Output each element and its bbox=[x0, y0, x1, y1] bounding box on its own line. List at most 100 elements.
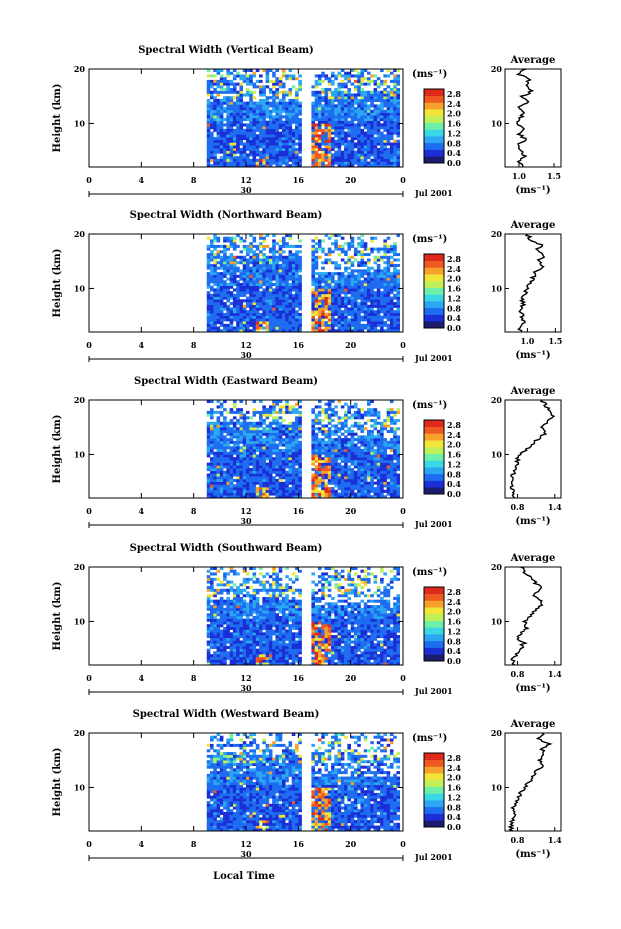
heatmap-cell bbox=[337, 120, 342, 124]
heatmap-cell bbox=[252, 101, 257, 105]
heatmap-cell bbox=[252, 112, 257, 116]
heatmap-cell bbox=[360, 107, 365, 111]
heatmap-cell bbox=[295, 255, 299, 259]
heatmap-cell bbox=[334, 120, 338, 124]
heatmap-cell bbox=[278, 123, 283, 127]
heatmap-cell bbox=[275, 291, 280, 295]
heatmap-cell bbox=[216, 109, 221, 113]
heatmap-cell bbox=[268, 293, 273, 297]
heatmap-cell bbox=[373, 112, 378, 116]
heatmap-cell bbox=[334, 413, 338, 417]
heatmap-cell bbox=[275, 489, 280, 493]
heatmap-cell bbox=[229, 283, 234, 287]
heatmap-cell bbox=[265, 145, 270, 149]
heatmap-cell bbox=[386, 120, 391, 124]
heatmap-cell bbox=[321, 307, 325, 311]
heatmap-cell bbox=[268, 410, 273, 414]
heatmap-cell bbox=[252, 263, 257, 267]
heatmap-cell bbox=[239, 326, 244, 330]
heatmap-cell bbox=[226, 90, 230, 94]
heatmap-cell bbox=[344, 321, 348, 325]
heatmap-cell bbox=[386, 408, 391, 412]
heatmap-cell bbox=[255, 495, 260, 499]
heatmap-cell bbox=[236, 283, 240, 287]
heatmap-cell bbox=[380, 158, 384, 162]
heatmap-cell bbox=[275, 481, 280, 485]
heatmap-cell bbox=[334, 142, 338, 146]
heatmap-cell bbox=[370, 457, 374, 461]
heatmap-cell bbox=[246, 449, 250, 453]
heatmap-cell bbox=[386, 115, 391, 119]
heatmap-cell bbox=[229, 266, 234, 270]
heatmap-cell bbox=[321, 429, 325, 433]
heatmap-cell bbox=[311, 462, 315, 466]
heatmap-cell bbox=[363, 487, 368, 491]
heatmap-cell bbox=[210, 242, 214, 246]
heatmap-cell bbox=[213, 421, 217, 425]
heatmap-cell bbox=[347, 440, 351, 444]
heatmap-cell bbox=[334, 451, 338, 455]
heatmap-cell bbox=[275, 424, 280, 428]
heatmap-cell bbox=[331, 109, 335, 113]
heatmap-cell bbox=[213, 312, 217, 316]
heatmap-cell bbox=[298, 462, 302, 466]
heatmap-cell bbox=[370, 443, 374, 447]
heatmap-cell bbox=[376, 310, 381, 314]
heatmap-cell bbox=[278, 476, 283, 480]
heatmap-cell bbox=[272, 255, 276, 259]
heatmap-cell bbox=[206, 473, 211, 477]
heatmap-cell bbox=[298, 266, 302, 270]
heatmap-cell bbox=[239, 449, 244, 453]
heatmap-cell bbox=[337, 107, 342, 111]
heatmap-cell bbox=[232, 440, 237, 444]
heatmap-cell bbox=[285, 274, 289, 278]
heatmap-cell bbox=[376, 98, 381, 102]
heatmap-cell bbox=[389, 291, 394, 295]
heatmap-cell bbox=[213, 451, 217, 455]
heatmap-cell bbox=[246, 429, 250, 433]
heatmap-cell bbox=[298, 484, 302, 488]
heatmap-cell bbox=[321, 280, 325, 284]
heatmap-cell bbox=[213, 90, 217, 94]
heatmap-cell bbox=[259, 272, 263, 276]
heatmap-cell bbox=[236, 321, 240, 325]
heatmap-cell bbox=[278, 432, 283, 436]
heatmap-cell bbox=[334, 98, 338, 102]
heatmap-cell bbox=[317, 288, 322, 292]
heatmap-cell bbox=[268, 454, 273, 458]
heatmap-cell bbox=[275, 283, 280, 287]
heatmap-cell bbox=[216, 291, 221, 295]
heatmap-cell bbox=[252, 449, 257, 453]
heatmap-cell bbox=[367, 307, 371, 311]
heatmap-cell bbox=[321, 470, 325, 474]
heatmap-cell bbox=[216, 142, 221, 146]
heatmap-cell bbox=[393, 283, 397, 287]
heatmap-cell bbox=[298, 492, 302, 496]
heatmap-cell bbox=[389, 156, 394, 160]
heatmap-cell bbox=[393, 126, 397, 130]
heatmap-cell bbox=[370, 400, 374, 404]
heatmap-cell bbox=[363, 446, 368, 450]
heatmap-cell bbox=[246, 440, 250, 444]
heatmap-cell bbox=[360, 77, 365, 81]
heatmap-cell bbox=[324, 446, 329, 450]
heatmap-cell bbox=[380, 315, 384, 319]
heatmap-cell bbox=[275, 134, 280, 138]
heatmap-cell bbox=[321, 473, 325, 477]
heatmap-cell bbox=[226, 266, 230, 270]
heatmap-cell bbox=[331, 123, 335, 127]
heatmap-cell bbox=[281, 465, 286, 469]
heatmap-cell bbox=[226, 470, 230, 474]
heatmap-cell bbox=[262, 478, 266, 482]
heatmap-cell bbox=[376, 291, 381, 295]
heatmap-cell bbox=[370, 96, 374, 100]
heatmap-cell bbox=[363, 134, 368, 138]
heatmap-cell bbox=[242, 137, 247, 141]
heatmap-cell bbox=[295, 164, 299, 168]
heatmap-cell bbox=[360, 323, 365, 327]
heatmap-cell bbox=[298, 101, 302, 105]
heatmap-cell bbox=[206, 126, 211, 130]
heatmap-cell bbox=[246, 274, 250, 278]
heatmap-cell bbox=[396, 118, 401, 122]
heatmap-cell bbox=[298, 427, 302, 431]
